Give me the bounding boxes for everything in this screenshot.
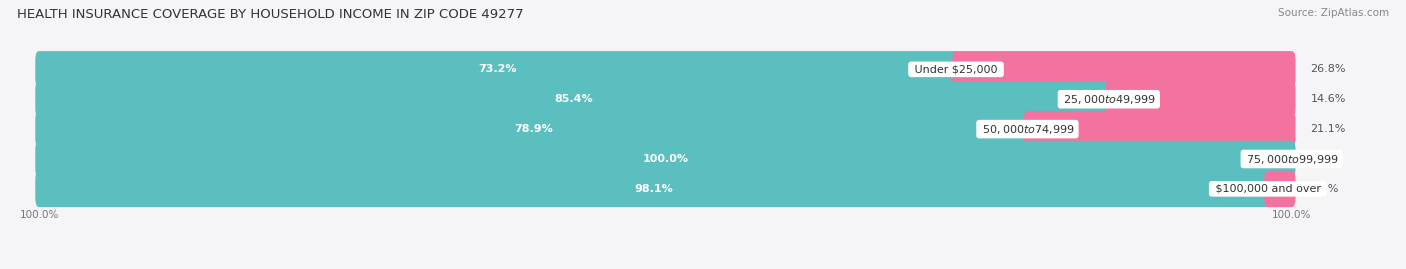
FancyBboxPatch shape	[35, 171, 1271, 207]
Text: 21.1%: 21.1%	[1310, 124, 1346, 134]
FancyBboxPatch shape	[35, 171, 1295, 207]
Text: 0.0%: 0.0%	[1310, 154, 1339, 164]
FancyBboxPatch shape	[35, 111, 1031, 147]
Text: 14.6%: 14.6%	[1310, 94, 1346, 104]
FancyBboxPatch shape	[35, 81, 1295, 118]
Text: HEALTH INSURANCE COVERAGE BY HOUSEHOLD INCOME IN ZIP CODE 49277: HEALTH INSURANCE COVERAGE BY HOUSEHOLD I…	[17, 8, 523, 21]
FancyBboxPatch shape	[35, 141, 1295, 177]
Text: 26.8%: 26.8%	[1310, 64, 1346, 74]
Text: Under $25,000: Under $25,000	[911, 64, 1001, 74]
FancyBboxPatch shape	[35, 81, 1112, 118]
Text: $75,000 to $99,999: $75,000 to $99,999	[1243, 153, 1340, 165]
FancyBboxPatch shape	[35, 141, 1295, 177]
FancyBboxPatch shape	[35, 51, 960, 88]
Text: $25,000 to $49,999: $25,000 to $49,999	[1060, 93, 1157, 106]
Text: Source: ZipAtlas.com: Source: ZipAtlas.com	[1278, 8, 1389, 18]
Text: $100,000 and over: $100,000 and over	[1212, 184, 1324, 194]
Text: 73.2%: 73.2%	[478, 64, 517, 74]
Text: 78.9%: 78.9%	[515, 124, 553, 134]
Text: 85.4%: 85.4%	[555, 94, 593, 104]
Text: 100.0%: 100.0%	[1272, 210, 1312, 220]
Text: 1.9%: 1.9%	[1310, 184, 1339, 194]
Text: 98.1%: 98.1%	[634, 184, 673, 194]
Text: $50,000 to $74,999: $50,000 to $74,999	[979, 123, 1076, 136]
FancyBboxPatch shape	[952, 51, 1295, 88]
FancyBboxPatch shape	[35, 111, 1295, 147]
Text: 100.0%: 100.0%	[643, 154, 689, 164]
FancyBboxPatch shape	[1264, 171, 1295, 207]
FancyBboxPatch shape	[1105, 81, 1295, 118]
Text: 100.0%: 100.0%	[20, 210, 59, 220]
FancyBboxPatch shape	[1024, 111, 1295, 147]
FancyBboxPatch shape	[35, 51, 1295, 88]
